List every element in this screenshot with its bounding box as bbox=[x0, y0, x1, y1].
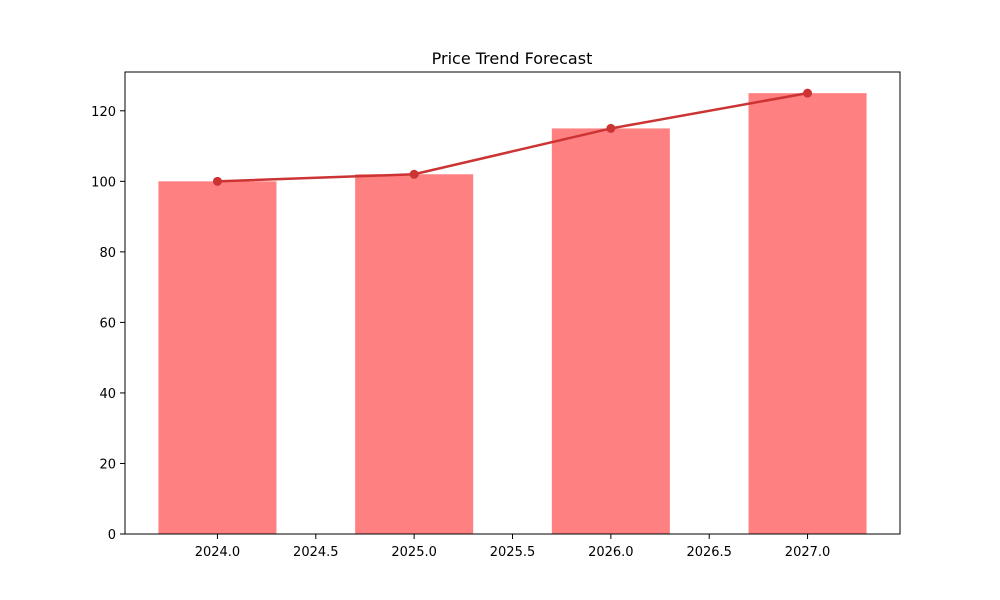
chart-title: Price Trend Forecast bbox=[432, 49, 593, 68]
y-axis: 0 20 40 60 80 100 120 bbox=[91, 105, 125, 543]
y-tick-label: 100 bbox=[91, 175, 116, 190]
x-tick-label: 2027.0 bbox=[785, 545, 831, 560]
x-tick-label: 2024.0 bbox=[195, 545, 241, 560]
bar bbox=[158, 181, 277, 534]
bar bbox=[748, 93, 867, 534]
y-tick-label: 120 bbox=[91, 105, 116, 120]
y-tick-label: 20 bbox=[99, 457, 116, 472]
y-tick-label: 0 bbox=[108, 528, 116, 543]
y-tick-label: 40 bbox=[99, 387, 116, 402]
data-point bbox=[409, 169, 419, 179]
x-tick-label: 2024.5 bbox=[293, 545, 339, 560]
x-tick-label: 2026.0 bbox=[588, 545, 634, 560]
bar bbox=[355, 174, 474, 534]
data-point bbox=[212, 176, 222, 186]
bar-group bbox=[158, 93, 867, 534]
data-point bbox=[606, 123, 616, 133]
y-tick-label: 80 bbox=[99, 246, 116, 261]
x-tick-label: 2025.0 bbox=[391, 545, 437, 560]
trend-line bbox=[217, 91, 808, 183]
data-point bbox=[803, 88, 813, 98]
bar bbox=[551, 128, 670, 534]
x-tick-label: 2026.5 bbox=[686, 545, 732, 560]
line-series-group bbox=[212, 88, 813, 186]
x-axis: 2024.0 2024.5 2025.0 2025.5 2026.0 2026.5 2027… bbox=[195, 534, 831, 560]
y-tick-label: 60 bbox=[99, 316, 116, 331]
x-tick-label: 2025.5 bbox=[490, 545, 536, 560]
